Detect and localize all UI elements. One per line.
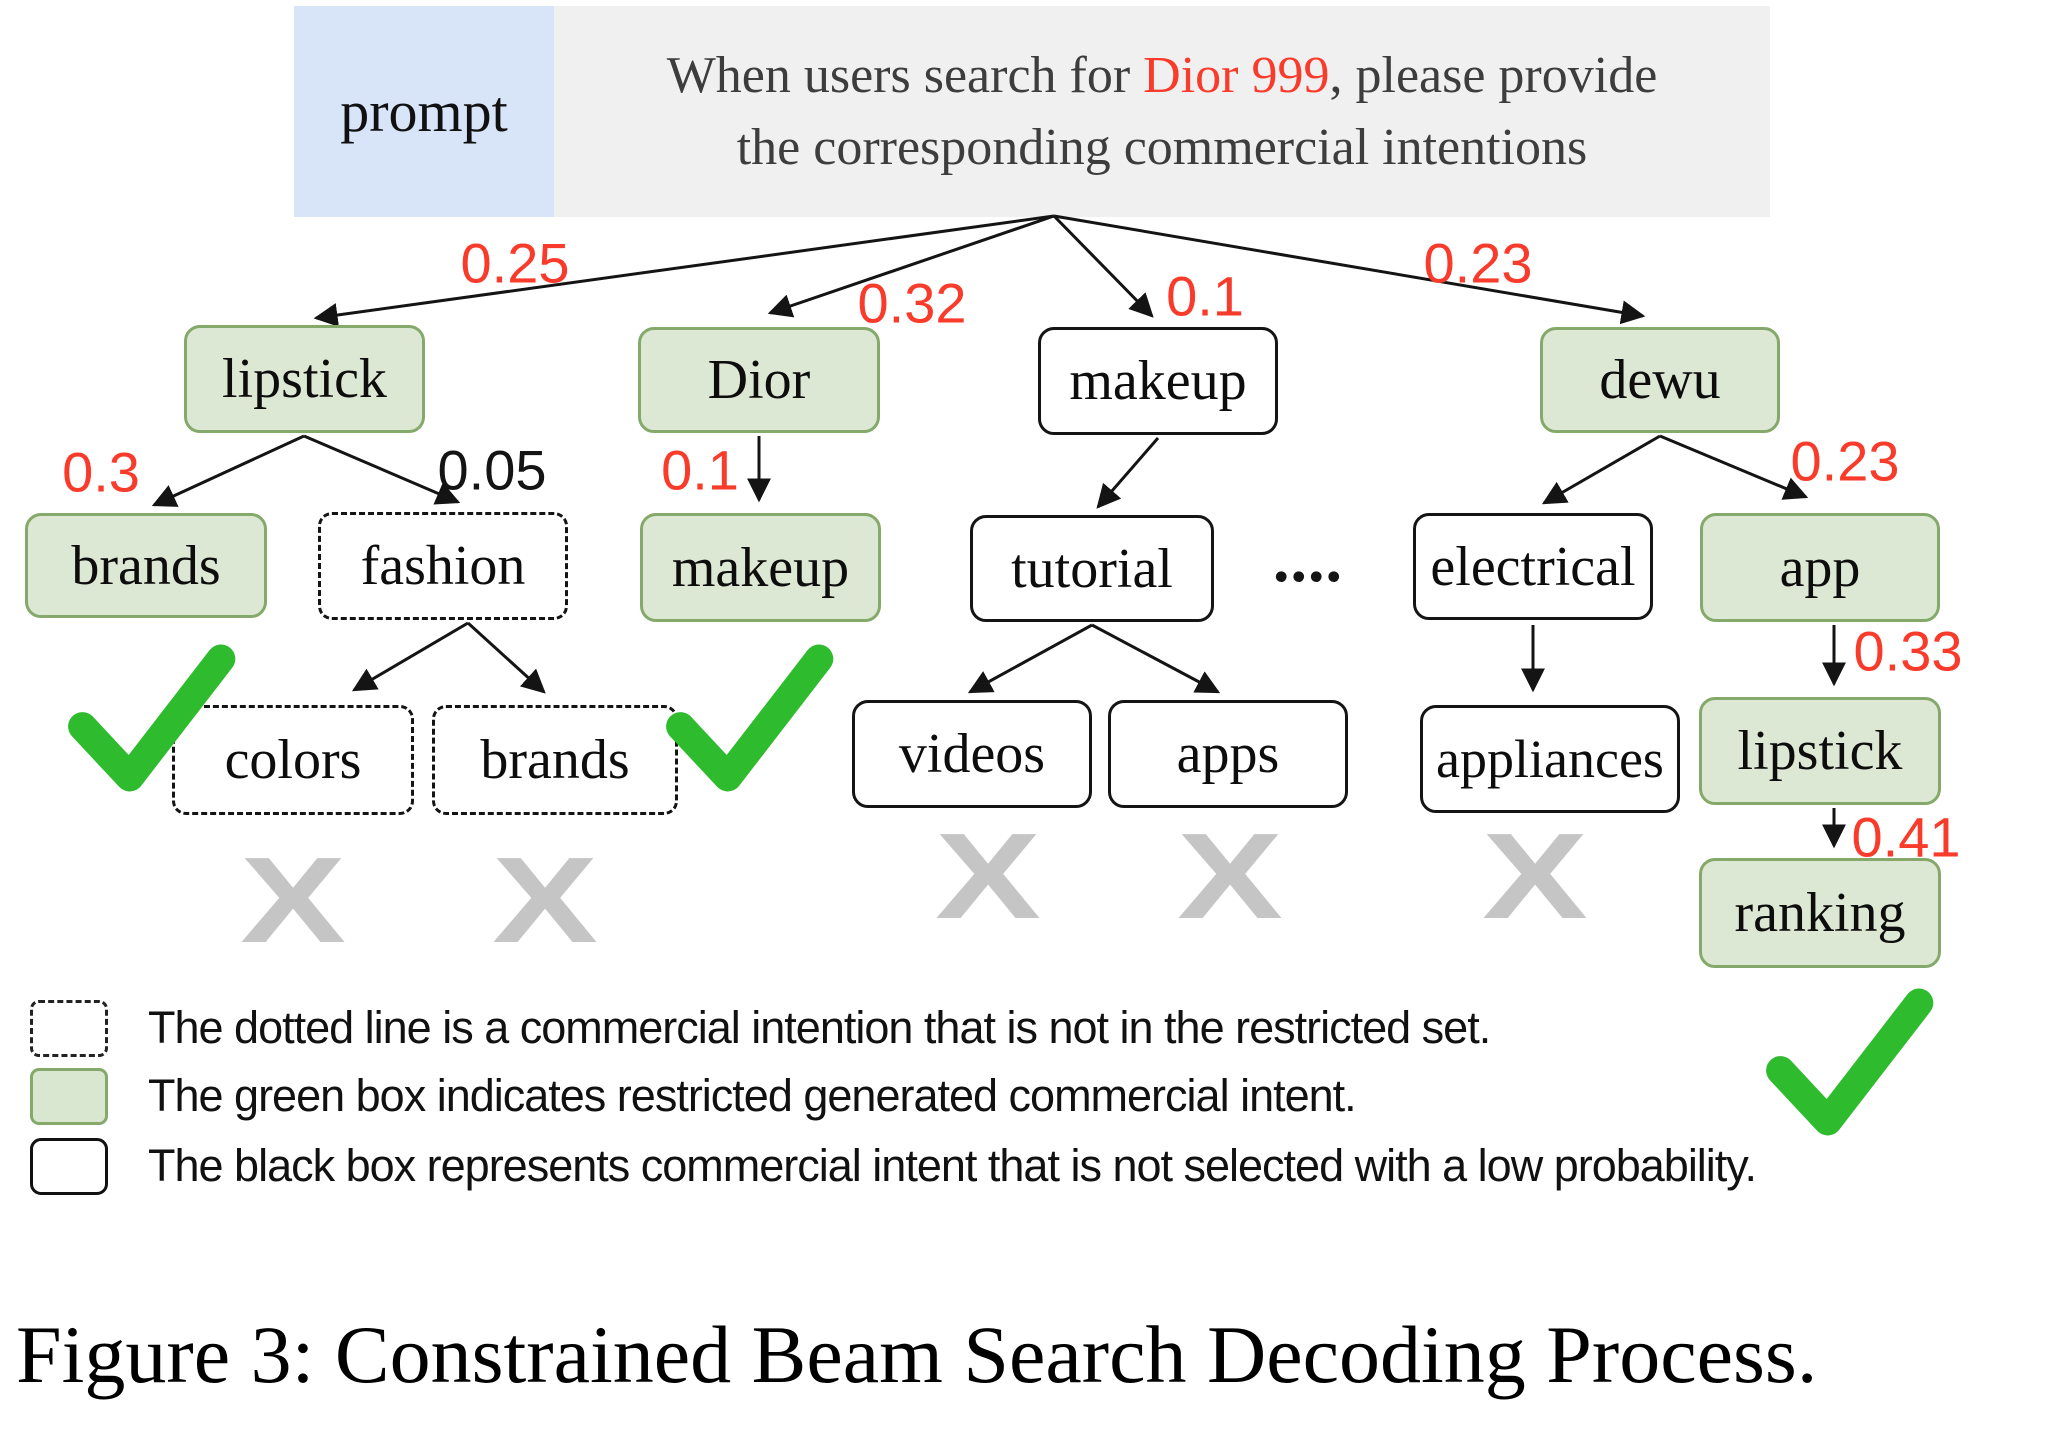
node-videos: videos <box>852 700 1092 808</box>
edge-fashion-brands2 <box>466 621 546 694</box>
node-makeup-green: makeup <box>640 513 881 622</box>
x-icon-appliances: X <box>1482 808 1588 944</box>
node-makeup-white: makeup <box>1038 327 1278 435</box>
edge-label-0.32: 0.32 <box>857 271 967 335</box>
edge-makeup-tutorial <box>1096 437 1160 509</box>
node-dewu: dewu <box>1540 327 1780 433</box>
edge-label-0.1-root: 0.1 <box>1166 264 1244 328</box>
edge-tutorial-apps <box>1091 623 1221 694</box>
legend-text-dashed: The dotted line is a commercial intentio… <box>148 1002 1491 1053</box>
node-apps: apps <box>1108 700 1348 808</box>
prompt-text-line1: When users search for Dior 999, please p… <box>667 40 1658 112</box>
node-brands-2: brands <box>432 705 678 815</box>
prompt-text-pre: When users search for <box>666 46 1144 104</box>
edge-prompt-dior <box>767 214 1055 318</box>
x-icon-videos: X <box>935 808 1041 944</box>
prompt-label-box: prompt <box>294 6 554 217</box>
figure-caption: Figure 3: Constrained Beam Search Decodi… <box>16 1309 1818 1400</box>
edge-tutorial-videos <box>967 623 1093 694</box>
legend-swatch-green-box <box>30 1068 108 1125</box>
prompt-text-box: When users search for Dior 999, please p… <box>554 6 1770 217</box>
edge-label-0.23-root: 0.23 <box>1423 231 1533 295</box>
node-fashion: fashion <box>318 512 568 620</box>
node-electrical: electrical <box>1413 513 1653 620</box>
edge-dewu-electrical <box>1541 434 1661 505</box>
checkmark-icon-brands <box>68 644 236 792</box>
legend-swatch-dashed-box <box>30 1000 108 1057</box>
node-tutorial: tutorial <box>970 515 1214 622</box>
node-appliances: appliances <box>1420 705 1680 813</box>
edge-label-0.33: 0.33 <box>1853 619 1963 683</box>
edge-prompt-lipstick <box>313 214 1055 327</box>
ellipsis-dots: .... <box>1273 523 1343 596</box>
edge-label-0.1-dior: 0.1 <box>661 438 739 502</box>
x-icon-apps: X <box>1177 808 1283 944</box>
legend-text-black: The black box represents commercial inte… <box>148 1140 1757 1191</box>
edge-dewu-app <box>1659 434 1809 500</box>
edge-lipstick-fashion <box>303 434 461 505</box>
edge-label-0.41: 0.41 <box>1851 805 1961 869</box>
prompt-text-highlight: Dior 999 <box>1143 46 1330 104</box>
edge-label-0.3: 0.3 <box>62 440 140 504</box>
edge-lipstick-brands <box>151 434 305 507</box>
node-colors: colors <box>172 705 414 815</box>
x-icon-colors: X <box>240 832 346 968</box>
edge-fashion-colors <box>351 621 469 692</box>
node-brands-1: brands <box>25 513 267 618</box>
prompt-label: prompt <box>340 79 508 144</box>
prompt-text-line2: the corresponding commercial intentions <box>736 118 1588 176</box>
prompt-text-post: , please provide <box>1329 46 1658 104</box>
node-app: app <box>1700 513 1940 622</box>
legend-swatch-black-box <box>30 1138 108 1195</box>
edge-label-0.23-dewu: 0.23 <box>1790 429 1900 493</box>
node-ranking: ranking <box>1699 858 1941 968</box>
checkmark-icon-makeup <box>666 644 834 792</box>
edge-label-0.05: 0.05 <box>437 438 547 502</box>
node-lipstick-1: lipstick <box>184 325 425 433</box>
node-dior: Dior <box>638 327 880 433</box>
edge-prompt-makeup <box>1052 214 1154 318</box>
edge-label-0.25: 0.25 <box>460 231 570 295</box>
edge-prompt-dewu <box>1053 214 1646 325</box>
checkmark-icon-ranking <box>1766 988 1934 1136</box>
legend-text-green: The green box indicates restricted gener… <box>148 1070 1357 1121</box>
node-lipstick-2: lipstick <box>1699 697 1941 805</box>
x-icon-brands2: X <box>492 832 598 968</box>
